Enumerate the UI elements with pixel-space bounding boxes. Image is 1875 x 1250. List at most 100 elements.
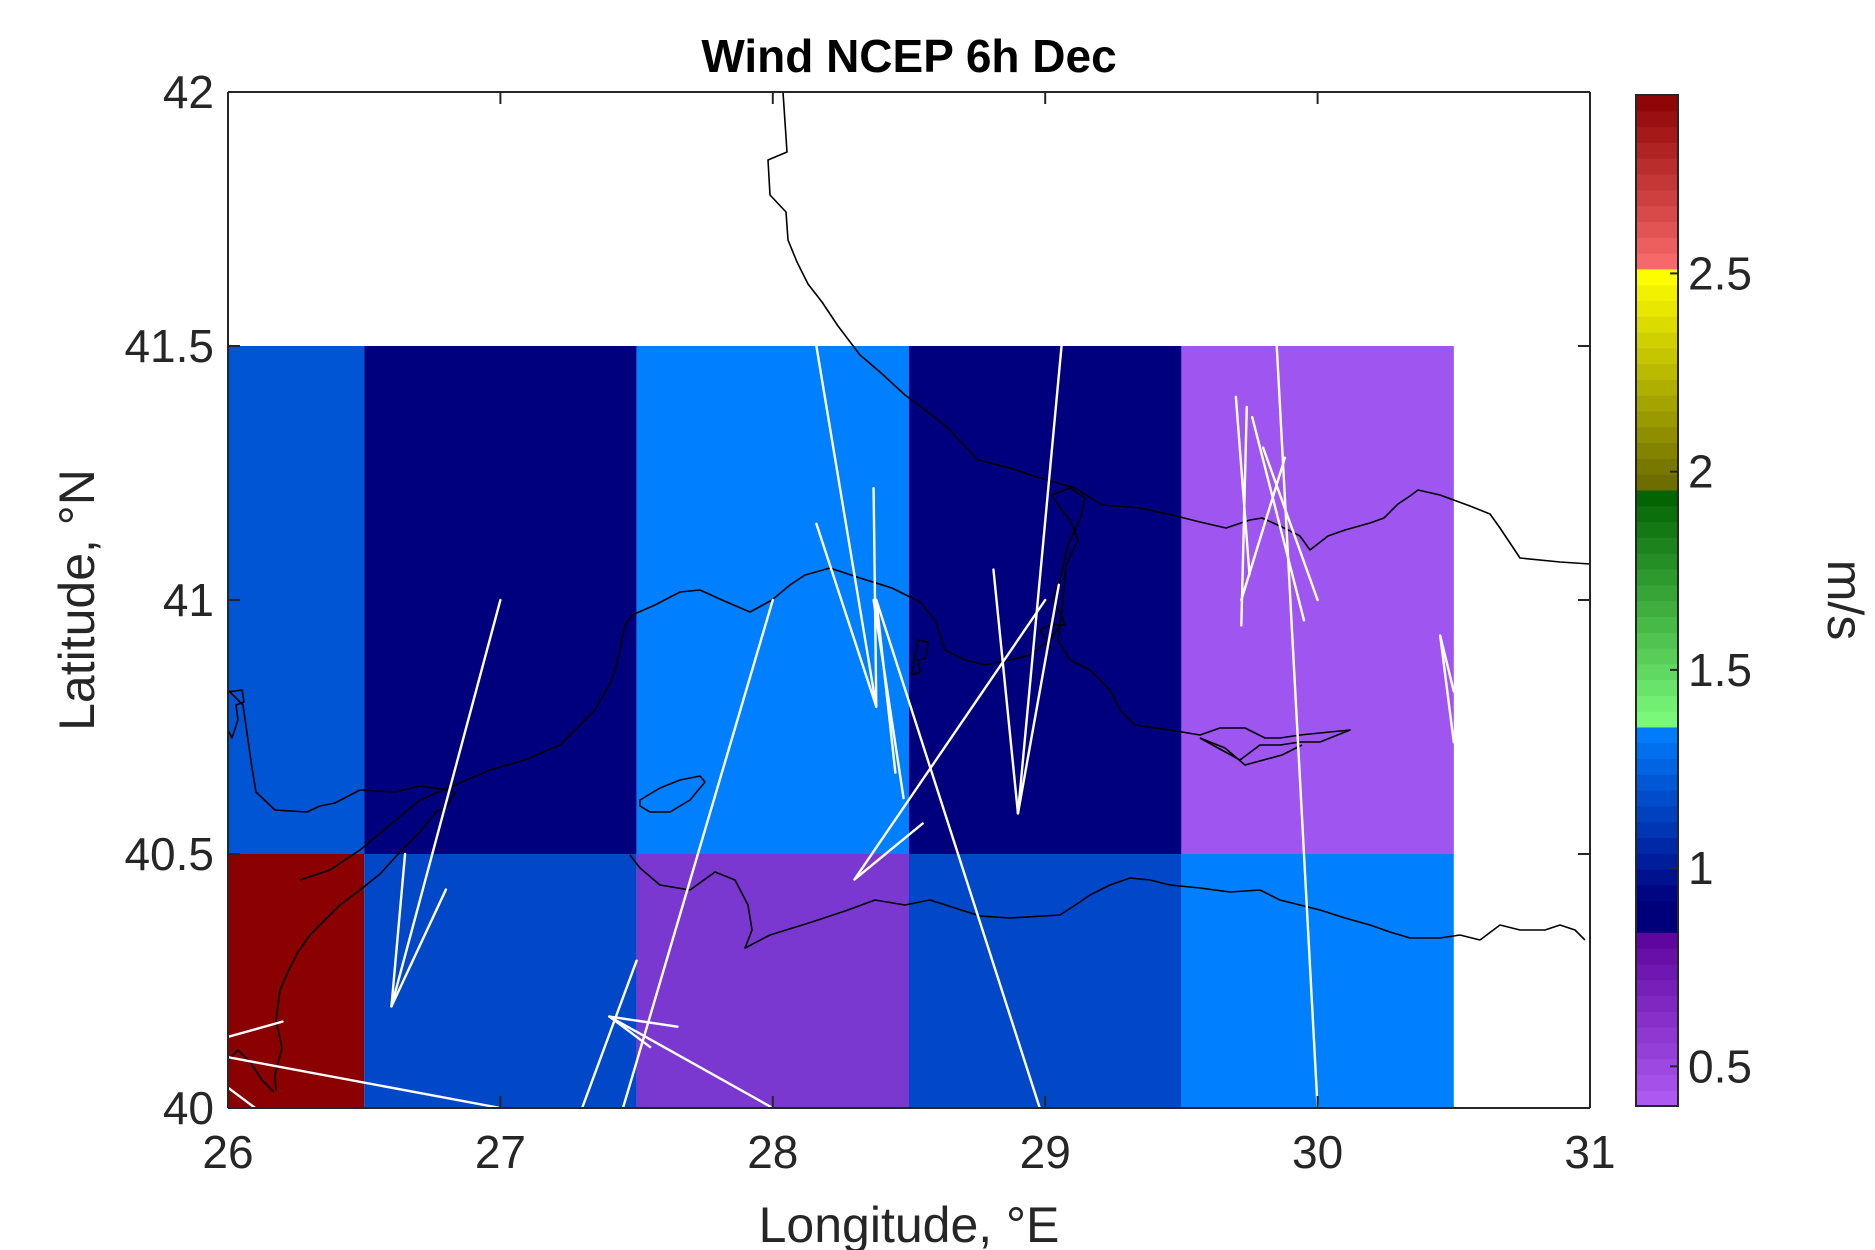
coastline-izmit-gulf — [1199, 737, 1303, 766]
coastline-marmara-north — [299, 487, 1086, 881]
wind-vector — [872, 487, 878, 708]
coastline-bosphorus-asia — [1057, 609, 1351, 761]
y-tick-label: 40.5 — [124, 828, 214, 880]
colorbar-segment — [1636, 821, 1678, 839]
colorbar-segment — [1636, 948, 1678, 965]
colorbar-segment — [1636, 679, 1678, 696]
x-tick-label: 29 — [1020, 1126, 1071, 1178]
heatmap-cell — [228, 346, 365, 854]
colorbar-segment — [1636, 379, 1678, 396]
coastline-island-1 — [639, 775, 706, 813]
colorbar-segment — [1636, 395, 1678, 412]
colorbar-segment — [1636, 663, 1678, 681]
heatmap-cell — [228, 854, 365, 1108]
colorbar-segment — [1636, 474, 1678, 491]
wind-vector — [872, 598, 905, 800]
wind-vector — [608, 1015, 774, 1108]
colorbar-segment — [1636, 632, 1678, 649]
x-tick-label: 27 — [475, 1126, 526, 1178]
heatmap-cell — [364, 854, 637, 1108]
colorbar-segment — [1636, 284, 1678, 301]
wind-vector — [390, 888, 448, 1008]
colorbar-segment — [1636, 252, 1678, 270]
wind-vector — [390, 598, 502, 1008]
colorbar-segment — [1636, 995, 1678, 1012]
colorbar-segment — [1636, 805, 1678, 823]
colorbar-segment — [1636, 363, 1678, 380]
colorbar-segment — [1636, 553, 1678, 570]
wind-vector — [1261, 446, 1319, 602]
colorbar-segment — [1636, 711, 1678, 728]
colorbar-segment — [1636, 584, 1678, 602]
colorbar-segment — [1636, 1027, 1678, 1044]
coastline-samothrace — [228, 689, 245, 739]
colorbar-tick-label: 1 — [1688, 842, 1714, 894]
coastline-black-sea — [767, 92, 1590, 565]
x-tick-label: 26 — [202, 1126, 253, 1178]
colorbar-segment — [1636, 126, 1678, 143]
wind-vector — [875, 598, 897, 774]
coastline-island-2 — [911, 639, 929, 676]
wind-vector — [608, 1015, 679, 1028]
colorbar-segment — [1636, 742, 1678, 760]
colorbar-segment — [1636, 173, 1678, 191]
y-tick-label: 42 — [163, 66, 214, 118]
x-axis-label: Longitude, °E — [759, 1197, 1060, 1250]
y-tick-label: 41 — [163, 574, 214, 626]
coastline-marmara-south-3 — [1479, 924, 1586, 941]
colorbar-segment — [1636, 205, 1678, 222]
x-tick-label: 28 — [747, 1126, 798, 1178]
y-tick-label: 41.5 — [124, 320, 214, 372]
wind-vector — [1240, 456, 1287, 602]
wind-vector — [1438, 634, 1456, 744]
wind-vector — [228, 1055, 502, 1108]
x-tick-label: 30 — [1292, 1126, 1343, 1178]
colorbar-segment — [1636, 853, 1678, 870]
wind-vector — [1275, 344, 1319, 1108]
colorbar-tick-label: 1.5 — [1688, 644, 1752, 696]
colorbar-segment — [1636, 884, 1678, 902]
colorbar-segment — [1636, 110, 1678, 128]
wind-vector — [853, 598, 1047, 881]
colorbar-segment — [1636, 616, 1678, 633]
colorbar-segment — [1636, 521, 1678, 538]
colorbar-segment — [1636, 331, 1678, 349]
colorbar-tick-label: 2.5 — [1688, 247, 1752, 299]
colorbar-segment — [1636, 1058, 1678, 1076]
colorbar-segment — [1636, 505, 1678, 523]
colorbar-segment — [1636, 568, 1678, 586]
heatmap-cell — [909, 854, 1182, 1108]
wind-vector — [815, 522, 878, 708]
colorbar-segment — [1636, 189, 1678, 207]
colorbar-segment — [1636, 1090, 1678, 1107]
heatmap-cells — [228, 346, 1454, 1108]
colorbar-segment — [1636, 347, 1678, 365]
colorbar-segment — [1636, 600, 1678, 617]
colorbar-segment — [1636, 410, 1678, 428]
colorbar-segment — [1636, 268, 1678, 286]
y-axis-label: Latitude, °N — [49, 469, 105, 731]
colorbar-segment — [1636, 916, 1678, 933]
colorbar-segment — [1636, 300, 1678, 317]
wind-vector — [1016, 344, 1063, 815]
wind-vector — [1234, 395, 1251, 576]
wind-vector — [228, 1020, 284, 1039]
colorbar-segment — [1636, 695, 1678, 712]
colorbar-segment — [1636, 1042, 1678, 1060]
colorbar-segment — [1636, 221, 1678, 238]
wind-vector — [853, 822, 924, 881]
colorbar-segment — [1636, 316, 1678, 333]
wind-vector-layer — [228, 344, 1456, 1108]
colorbar-segment — [1636, 726, 1678, 744]
colorbar-segment — [1636, 979, 1678, 997]
colorbar-segment — [1636, 142, 1678, 159]
colorbar-frame — [1635, 94, 1679, 1107]
heatmap-cell — [1181, 854, 1454, 1108]
x-axis-ticks: 26 27 28 29 30 31 — [202, 92, 1616, 1178]
wind-vector — [390, 852, 407, 1008]
coastline-island-3 — [1039, 599, 1066, 651]
coastline-marmara-south-2 — [1089, 877, 1481, 941]
colorbar-segment — [1636, 869, 1678, 886]
colorbar-segment — [1636, 790, 1678, 807]
